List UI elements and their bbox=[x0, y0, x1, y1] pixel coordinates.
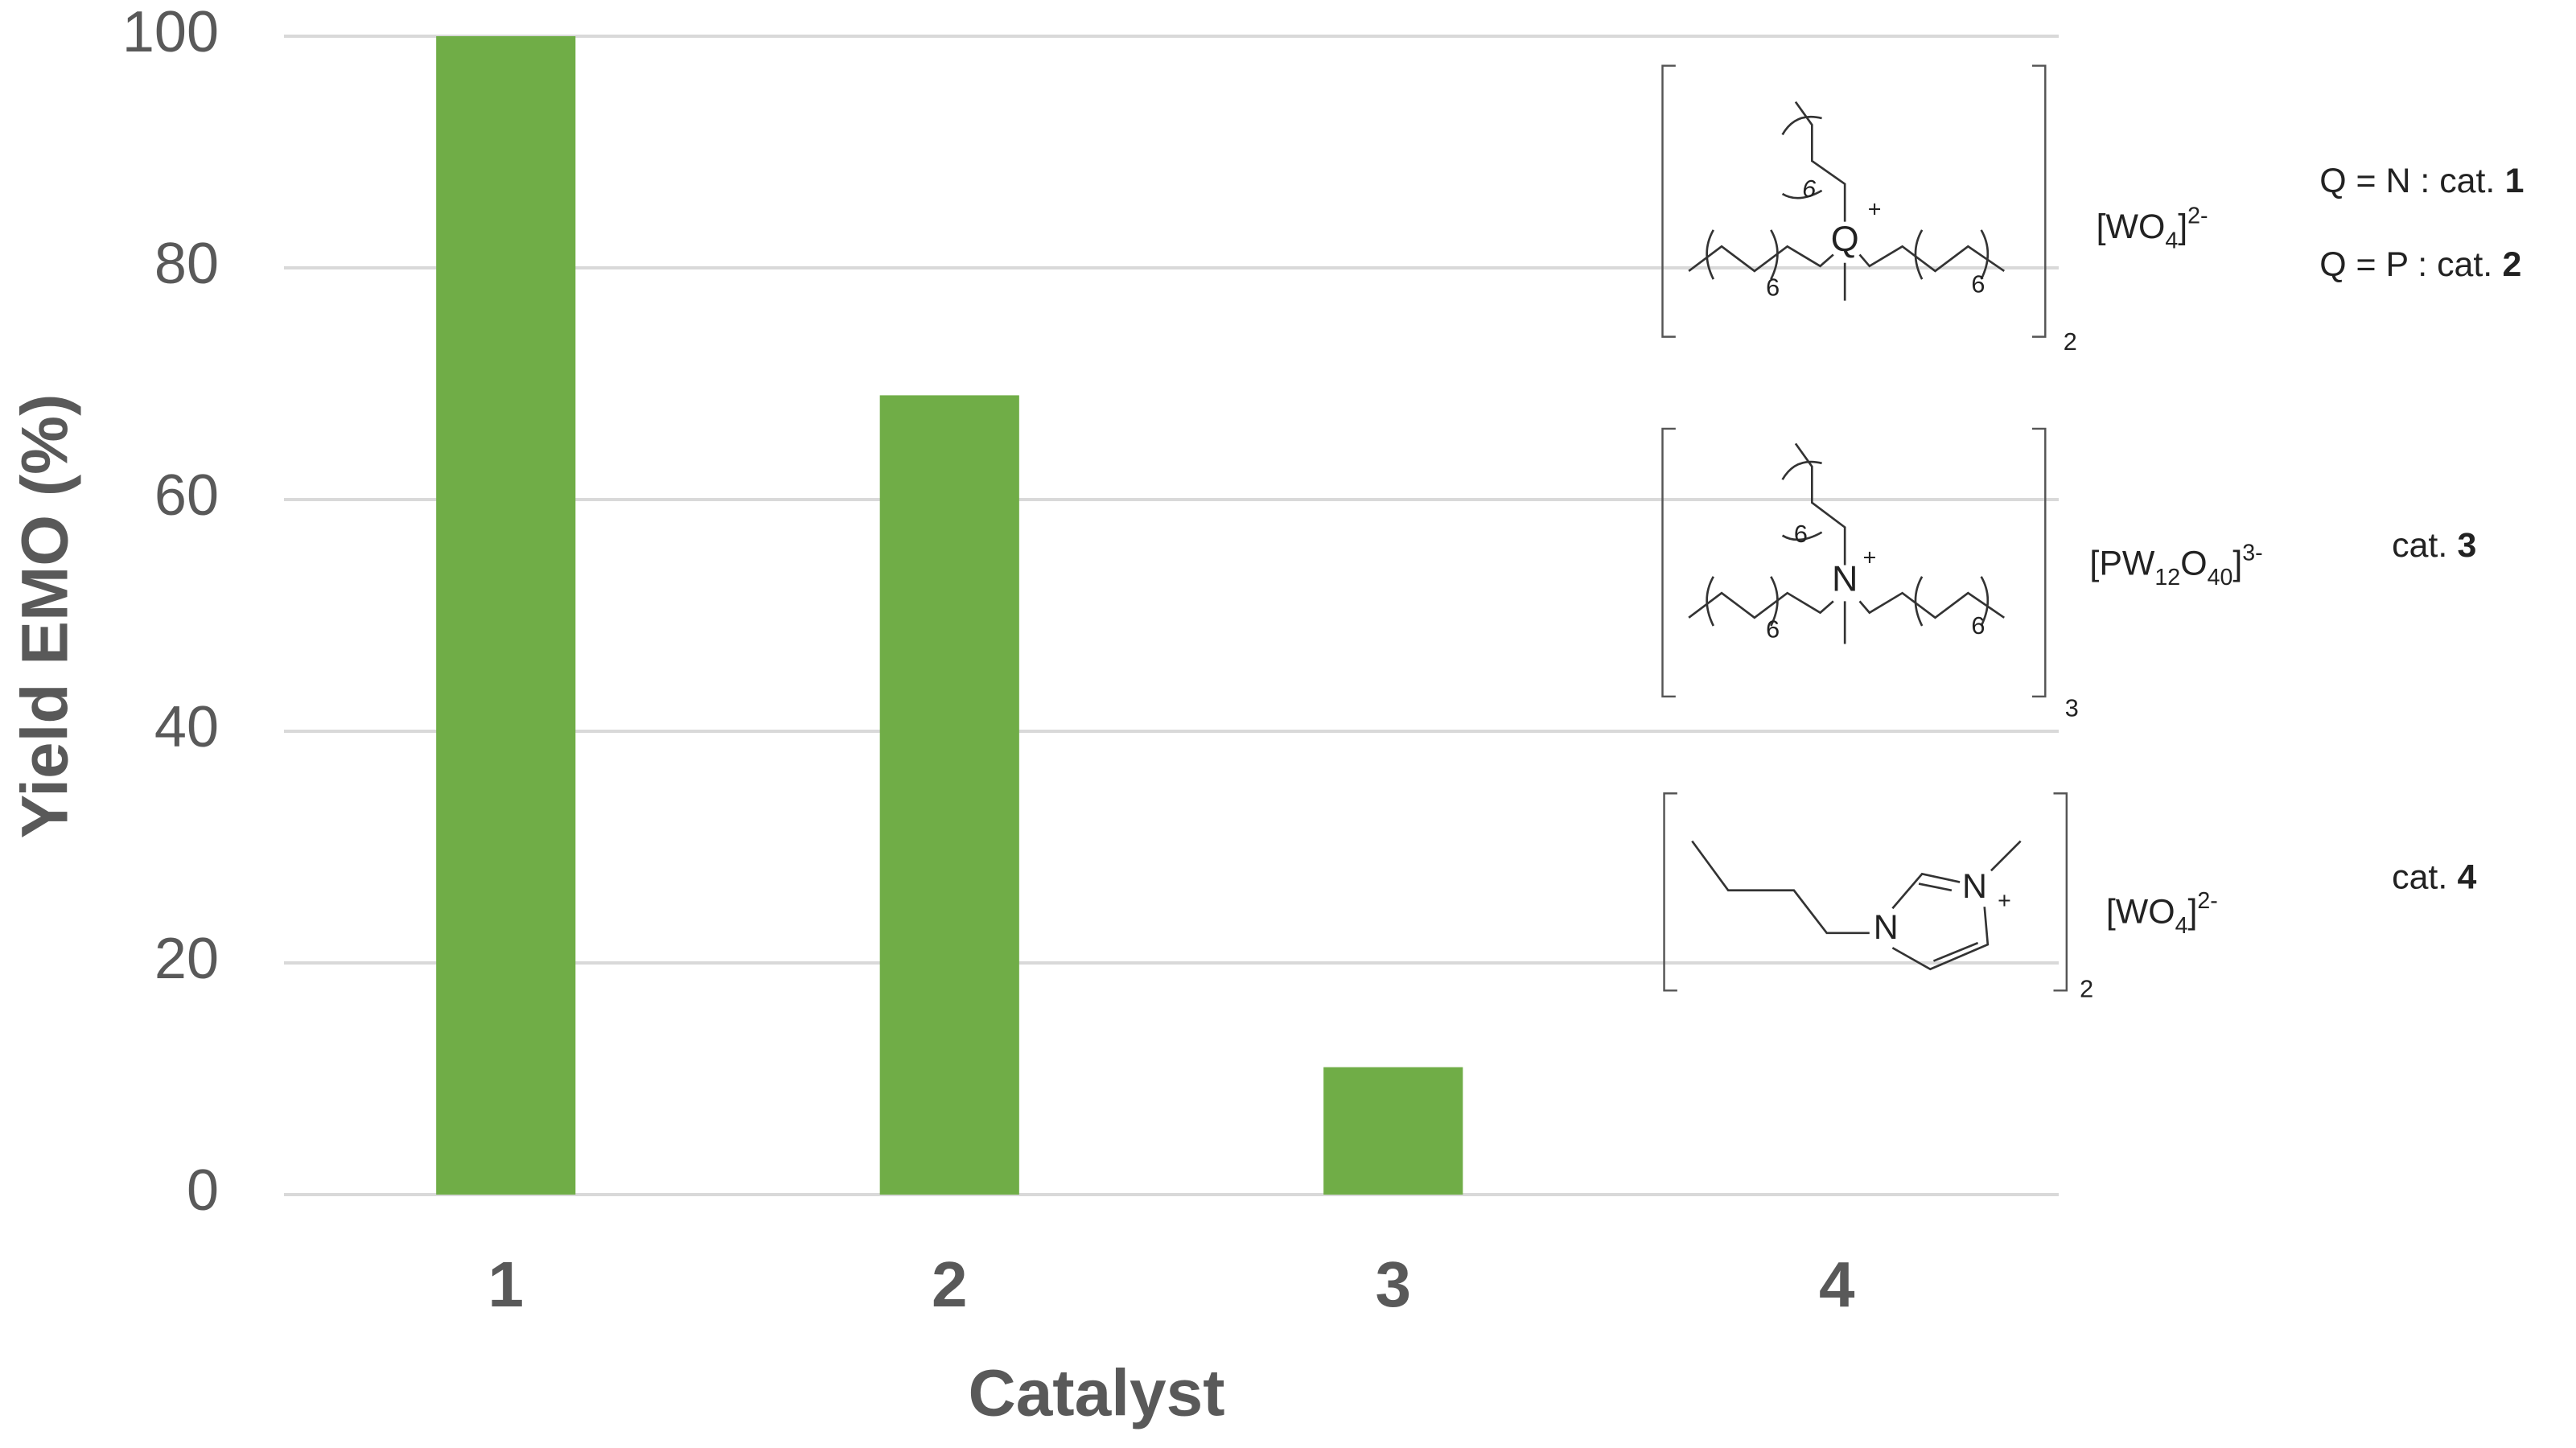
anion-part: ] bbox=[2232, 545, 2242, 583]
atom-label: N bbox=[1962, 867, 1987, 906]
multiplier: 3 bbox=[2065, 694, 2079, 722]
label-number: 4 bbox=[2458, 858, 2477, 897]
anion: [WO4]2- bbox=[2097, 204, 2208, 254]
label-text: Q = N : cat. bbox=[2319, 162, 2495, 200]
charge: + bbox=[1868, 197, 1882, 223]
structures: Q + 6 6 6 2 [WO4]2- Q = N : cat. 1 Q = P … bbox=[1661, 64, 2524, 1002]
y-tick-label: 60 bbox=[154, 463, 219, 528]
chain-count: 6 bbox=[1802, 175, 1817, 203]
label-text: Q = P : cat. bbox=[2319, 245, 2492, 284]
anion-sup: 2- bbox=[2187, 204, 2208, 229]
chain-count: 6 bbox=[1794, 520, 1808, 548]
bar bbox=[1323, 1067, 1463, 1195]
bar bbox=[879, 395, 1019, 1195]
anion-part: [WO bbox=[2097, 208, 2166, 246]
y-tick-label: 100 bbox=[122, 0, 219, 64]
x-tick-label: 2 bbox=[932, 1248, 968, 1320]
anion-sup: 3- bbox=[2242, 540, 2262, 566]
y-tick-label: 40 bbox=[154, 695, 219, 759]
x-tick-label: 4 bbox=[1819, 1248, 1855, 1320]
atom-label: N bbox=[1874, 908, 1899, 947]
anion-part: ] bbox=[2187, 893, 2197, 932]
label-number: 1 bbox=[2505, 162, 2525, 200]
anion-sub: 4 bbox=[2175, 913, 2188, 939]
chain-count: 6 bbox=[1971, 612, 1985, 640]
x-axis-label: Catalyst bbox=[968, 1357, 1224, 1430]
anion-part: O bbox=[2180, 545, 2207, 583]
label: cat. 4 bbox=[2392, 858, 2476, 897]
structure: N + 6 6 6 3 [PW12O40]3- cat. 3 bbox=[1661, 427, 2476, 722]
multiplier: 2 bbox=[2064, 328, 2077, 356]
atom-label: Q bbox=[1831, 218, 1859, 259]
multiplier: 2 bbox=[2080, 975, 2093, 1002]
x-tick-label: 1 bbox=[488, 1248, 525, 1320]
plot-area: 0 20 40 60 80 100 1 2 3 4 bbox=[122, 0, 2059, 1320]
structure: Q + 6 6 6 2 [WO4]2- Q = N : cat. 1 Q = P … bbox=[1661, 64, 2524, 356]
x-tick-label: 3 bbox=[1376, 1248, 1412, 1320]
charge: + bbox=[1863, 545, 1877, 570]
label-number: 3 bbox=[2458, 526, 2477, 565]
anion: [WO4]2- bbox=[2106, 888, 2218, 939]
anion-sub: 12 bbox=[2154, 565, 2180, 590]
anion: [PW12O40]3- bbox=[2089, 540, 2262, 590]
anion-part: ] bbox=[2178, 208, 2187, 246]
anion-sub: 40 bbox=[2208, 565, 2233, 590]
anion-part: [WO bbox=[2106, 893, 2175, 932]
label-text: cat. bbox=[2392, 858, 2447, 897]
label: cat. 3 bbox=[2392, 526, 2476, 565]
y-tick-label: 20 bbox=[154, 927, 219, 991]
charge: + bbox=[1998, 888, 2011, 914]
chain-count: 6 bbox=[1971, 270, 1985, 298]
chain-count: 6 bbox=[1766, 615, 1780, 643]
label: Q = P : cat. 2 bbox=[2319, 245, 2521, 284]
label-number: 2 bbox=[2502, 245, 2521, 284]
chain-count: 6 bbox=[1766, 274, 1780, 302]
y-tick-label: 0 bbox=[187, 1158, 219, 1223]
y-tick-label: 80 bbox=[154, 232, 219, 296]
anion-sup: 2- bbox=[2197, 888, 2217, 914]
label: Q = N : cat. 1 bbox=[2319, 162, 2524, 200]
anion-part: [PW bbox=[2089, 545, 2155, 583]
bar bbox=[436, 36, 576, 1195]
label-text: cat. bbox=[2392, 526, 2447, 565]
y-axis-label: Yield EMO (%) bbox=[9, 394, 82, 839]
atom-label: N bbox=[1832, 558, 1858, 599]
structure: N N + 2 [WO4]2- cat. 4 bbox=[1663, 792, 2477, 1002]
anion-sub: 4 bbox=[2165, 228, 2178, 253]
